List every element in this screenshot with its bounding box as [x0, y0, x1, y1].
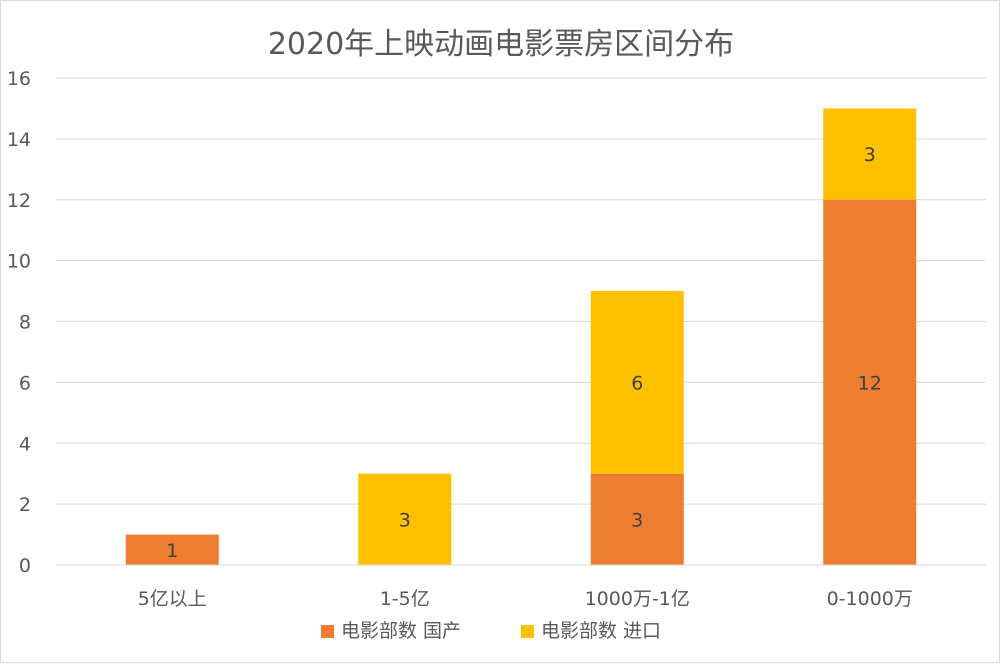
bar-segment-series-0 — [590, 473, 684, 565]
data-labels: 1 3 3 6 12 3 — [166, 144, 882, 562]
y-tick-label: 4 — [19, 433, 31, 455]
legend-label-series-1: 电影部数 进口 — [541, 620, 661, 642]
bar-segment-series-1 — [823, 108, 917, 200]
bar-segment-series-0 — [125, 534, 219, 565]
y-tick-label: 12 — [7, 190, 31, 212]
y-tick-label: 10 — [7, 251, 31, 273]
chart-title: 2020年上映动画电影票房区间分布 — [267, 27, 735, 62]
x-category-label: 1000万-1亿 — [585, 588, 690, 610]
y-tick-label: 8 — [19, 312, 31, 334]
legend-swatch-series-1 — [521, 625, 534, 638]
legend: 电影部数 国产 电影部数 进口 — [321, 620, 661, 642]
data-label: 3 — [864, 144, 876, 166]
data-label: 12 — [858, 372, 882, 394]
x-category-label: 5亿以上 — [138, 588, 207, 610]
data-label: 1 — [166, 540, 178, 562]
data-label: 3 — [399, 509, 411, 531]
y-tick-label: 0 — [19, 555, 31, 577]
y-tick-label: 14 — [7, 129, 31, 151]
legend-label-series-0: 电影部数 国产 — [341, 620, 461, 642]
legend-swatch-series-0 — [321, 625, 334, 638]
data-label: 6 — [631, 372, 643, 394]
data-label: 3 — [631, 509, 643, 531]
bars — [125, 108, 917, 565]
x-axis-categories: 5亿以上 1-5亿 1000万-1亿 0-1000万 — [138, 588, 913, 610]
bar-segment-series-1 — [358, 473, 452, 565]
x-category-label: 1-5亿 — [380, 588, 430, 610]
bar-segment-series-1 — [590, 291, 684, 474]
y-axis-ticks: 0 2 4 6 8 10 12 14 16 — [7, 68, 31, 577]
y-tick-label: 2 — [19, 494, 31, 516]
y-tick-label: 16 — [7, 68, 31, 90]
bar-segment-series-0 — [823, 199, 917, 565]
y-tick-label: 6 — [19, 372, 31, 394]
x-category-label: 0-1000万 — [827, 588, 913, 610]
